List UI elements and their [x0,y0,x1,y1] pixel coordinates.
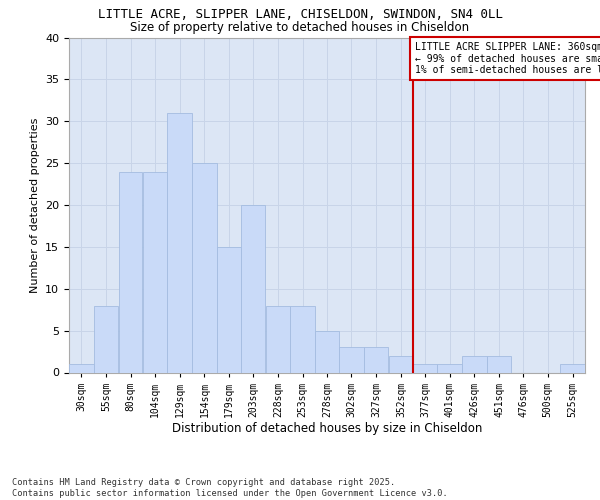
Y-axis label: Number of detached properties: Number of detached properties [29,118,40,292]
Bar [487,356,511,372]
Text: LITTLE ACRE SLIPPER LANE: 360sqm
← 99% of detached houses are smaller (144)
1% o: LITTLE ACRE SLIPPER LANE: 360sqm ← 99% o… [415,42,600,75]
Bar [560,364,585,372]
Bar [217,247,241,372]
Bar [69,364,94,372]
Bar [241,205,265,372]
Bar [315,330,339,372]
Bar [266,306,290,372]
Bar [143,172,167,372]
Text: LITTLE ACRE, SLIPPER LANE, CHISELDON, SWINDON, SN4 0LL: LITTLE ACRE, SLIPPER LANE, CHISELDON, SW… [97,8,503,20]
Bar [389,356,413,372]
Bar [167,113,192,372]
Bar [192,163,217,372]
Bar [94,306,118,372]
Bar [413,364,437,372]
Bar [119,172,142,372]
Bar [364,348,388,372]
Bar [462,356,487,372]
Bar [339,348,364,372]
Text: Size of property relative to detached houses in Chiseldon: Size of property relative to detached ho… [130,21,470,34]
Bar [437,364,462,372]
X-axis label: Distribution of detached houses by size in Chiseldon: Distribution of detached houses by size … [172,422,482,436]
Text: Contains HM Land Registry data © Crown copyright and database right 2025.
Contai: Contains HM Land Registry data © Crown c… [12,478,448,498]
Bar [290,306,315,372]
